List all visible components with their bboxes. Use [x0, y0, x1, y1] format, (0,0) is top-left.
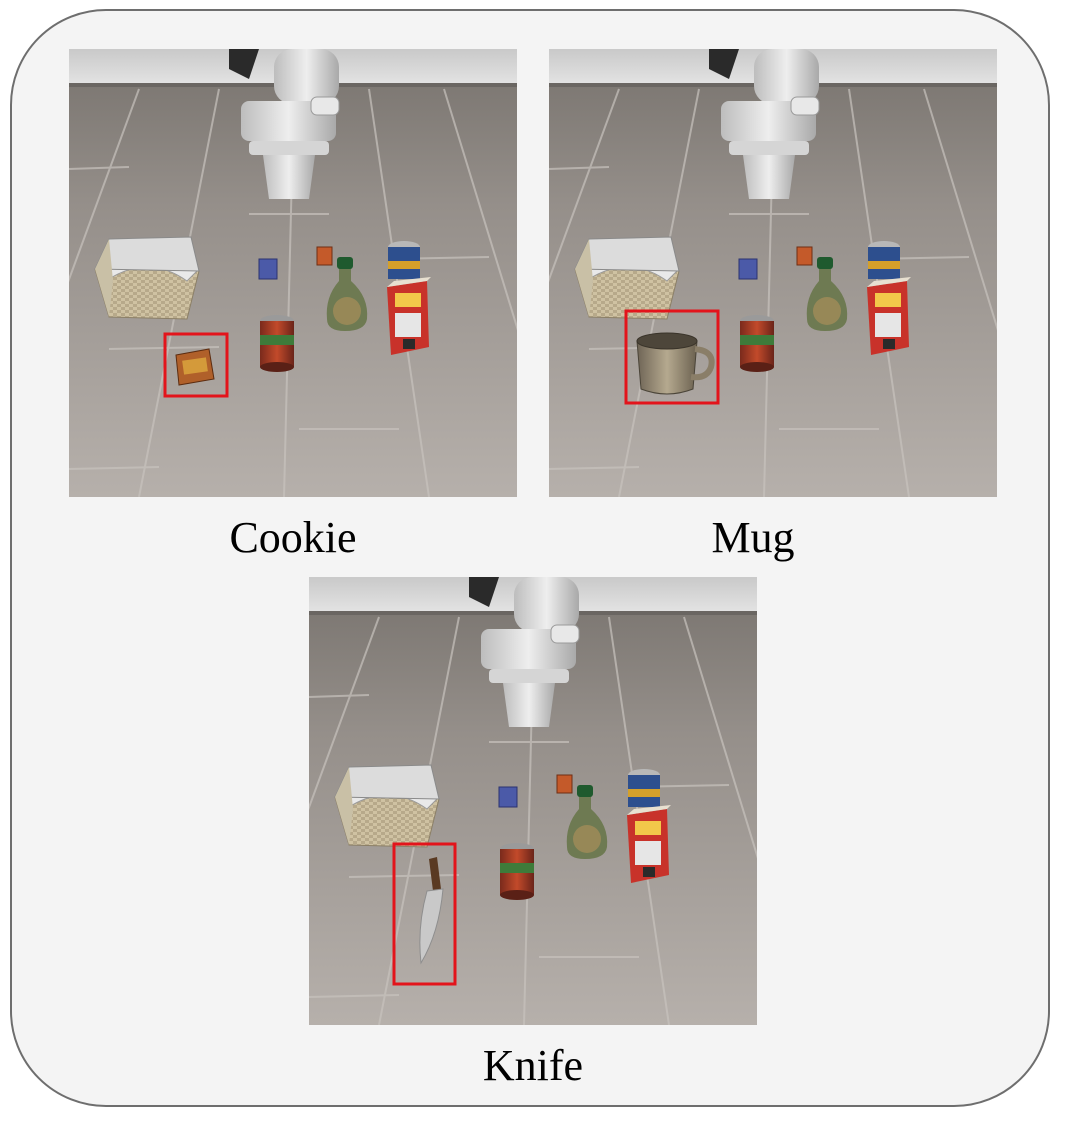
highlight-box-mug: [624, 309, 720, 405]
cookie-box-object: [175, 348, 215, 386]
caption-cookie: Cookie: [229, 513, 357, 562]
scene-image-knife: [309, 577, 757, 1025]
mug-object: [636, 332, 715, 395]
knife-object: [419, 857, 444, 965]
caption-knife: Knife: [482, 1041, 584, 1090]
caption-mug: Mug: [711, 513, 795, 562]
scene-image-mug: [549, 49, 997, 497]
highlight-box-knife: [392, 842, 457, 986]
highlight-box-cookie: [163, 332, 229, 398]
scene-image-cookie: [69, 49, 517, 497]
